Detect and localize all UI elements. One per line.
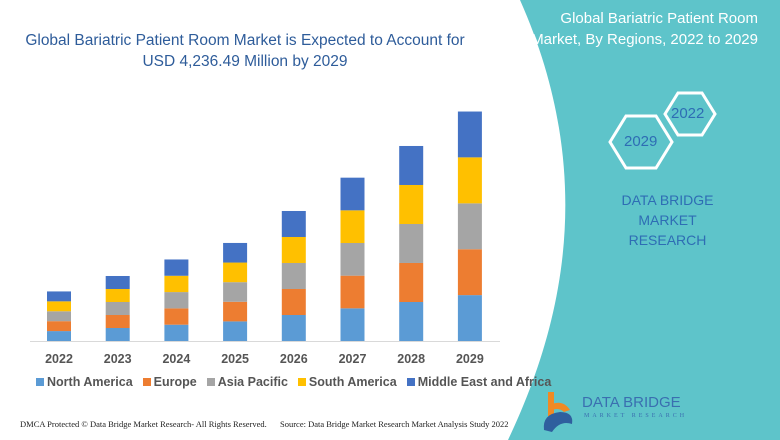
legend: North America Europe Asia Pacific South Ame… (36, 375, 551, 389)
hexagon-2029 (608, 114, 674, 170)
legend-swatch (36, 378, 44, 386)
bar-segment-2023-europe (105, 314, 130, 328)
x-tick-label: 2024 (162, 352, 190, 366)
side-title: Global Bariatric Patient Room Market, By… (531, 10, 758, 48)
bar-segment-2026-asia-pacific (281, 262, 306, 289)
x-tick-label: 2025 (221, 352, 249, 366)
bar-segment-2023-middle-east-and-africa (105, 275, 130, 289)
legend-item: North America (36, 375, 133, 389)
bar-segment-2026-europe (281, 288, 306, 315)
legend-swatch (206, 378, 215, 386)
bar-segment-2029-europe (457, 249, 482, 296)
bar-segment-2022-north-america (47, 331, 71, 341)
hexagon-2022 (663, 91, 717, 137)
bar-segment-2025-europe (223, 301, 248, 322)
bar-segment-2024-south-america (164, 275, 189, 293)
bar-segment-2025-north-america (223, 321, 248, 341)
bar-segment-2026-middle-east-and-africa (281, 210, 306, 237)
bar-segment-2023-south-america (105, 288, 130, 302)
legend-swatch (297, 378, 306, 386)
bar-segment-2026-north-america (281, 314, 306, 341)
bar-segment-2027-south-america (340, 210, 365, 244)
bar-segment-2029-asia-pacific (457, 203, 482, 250)
bar-segment-2023-asia-pacific (105, 301, 130, 315)
x-tick-label: 2029 (456, 352, 484, 366)
bar-segment-2022-middle-east-and-africa (47, 291, 71, 302)
x-tick-label: 2027 (339, 352, 367, 366)
bar-segment-2028-north-america (399, 301, 424, 341)
legend-swatch (142, 378, 151, 386)
bar-segment-2028-south-america (399, 184, 424, 224)
bar-segment-2024-north-america (164, 324, 189, 341)
legend-label: Middle East and Africa (417, 375, 552, 389)
legend-label: South America (308, 375, 397, 389)
bar-segment-2024-middle-east-and-africa (164, 259, 189, 276)
x-tick-label: 2023 (104, 352, 132, 366)
bar-segment-2029-south-america (457, 157, 482, 204)
logo-text: DATA BRIDGE (582, 394, 681, 411)
bar-segment-2028-asia-pacific (399, 223, 424, 263)
bar-segment-2027-asia-pacific (340, 243, 365, 276)
legend-label: Asia Pacific (217, 375, 288, 389)
source-note: Source: Data Bridge Market Research Mark… (280, 419, 509, 429)
logo-subtext: MARKET RESEARCH (584, 413, 688, 419)
brand-text: DATA BRIDGE MARKET RESEARCH (621, 192, 714, 248)
bar-segment-2022-south-america (47, 301, 71, 312)
hex-label-2029: 2029 (624, 133, 658, 150)
bar-segment-2027-north-america (340, 308, 365, 341)
bar-segment-2024-asia-pacific (164, 292, 189, 309)
bar-segment-2025-south-america (223, 262, 248, 283)
bar-segment-2022-asia-pacific (47, 311, 71, 322)
dmca-notice: DMCA Protected © Data Bridge Market Rese… (20, 419, 267, 429)
bar-segment-2028-europe (399, 262, 424, 302)
legend-item: Middle East and Africa (406, 375, 552, 389)
bar-segment-2027-europe (340, 275, 365, 309)
bar-segment-2024-europe (164, 308, 189, 325)
bar-segment-2026-south-america (281, 236, 306, 263)
bar-segment-2025-asia-pacific (223, 282, 248, 302)
hex-label-2022: 2022 (671, 105, 705, 122)
x-tick-label: 2026 (280, 352, 308, 366)
bar-segment-2029-north-america (457, 295, 482, 341)
bar-segment-2027-middle-east-and-africa (340, 177, 365, 211)
bar-segment-2028-middle-east-and-africa (399, 145, 424, 185)
legend-item: Europe (142, 375, 197, 389)
legend-item: South America (297, 375, 397, 389)
bar-segment-2029-middle-east-and-africa (457, 111, 482, 158)
data-bridge-logo-icon (543, 392, 573, 432)
x-tick-label: 2028 (397, 352, 425, 366)
bar-segment-2022-europe (47, 321, 71, 332)
chart-title: Global Bariatric Patient Room Market is … (25, 32, 465, 70)
bar-segment-2023-north-america (105, 327, 130, 341)
legend-label: North America (47, 375, 133, 389)
legend-label: Europe (153, 375, 197, 389)
legend-swatch (406, 378, 415, 386)
x-tick-label: 2022 (45, 352, 73, 366)
bar-segment-2025-middle-east-and-africa (223, 242, 248, 263)
legend-item: Asia Pacific (206, 375, 288, 389)
